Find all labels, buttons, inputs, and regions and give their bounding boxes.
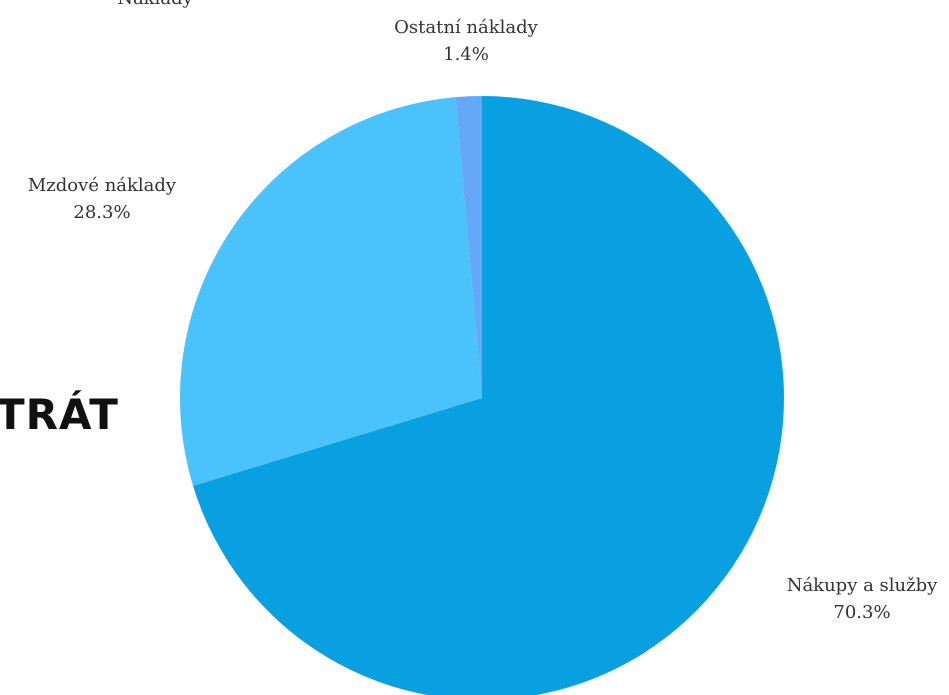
slice-label-wages-name: Mzdové náklady <box>27 175 177 196</box>
slice-wages <box>180 97 482 486</box>
slice-label-other-name: Ostatní náklady <box>394 17 538 38</box>
slice-label-wages: Mzdové náklady 28.3% <box>0 172 212 226</box>
slice-label-purchases-value: 70.3% <box>833 602 891 623</box>
section-heading: TRÁT <box>0 390 119 439</box>
slice-label-purchases-name: Nákupy a služby <box>786 575 938 596</box>
slice-purchases <box>193 96 784 695</box>
slice-label-other: Ostatní náklady 1.4% <box>356 14 576 68</box>
slice-label-other-value: 1.4% <box>443 44 489 65</box>
slice-label-purchases: Nákupy a služby 70.3% <box>752 572 949 626</box>
slice-other <box>455 96 482 398</box>
cropped-label: Náklady <box>95 0 215 9</box>
slice-label-wages-value: 28.3% <box>73 202 131 223</box>
